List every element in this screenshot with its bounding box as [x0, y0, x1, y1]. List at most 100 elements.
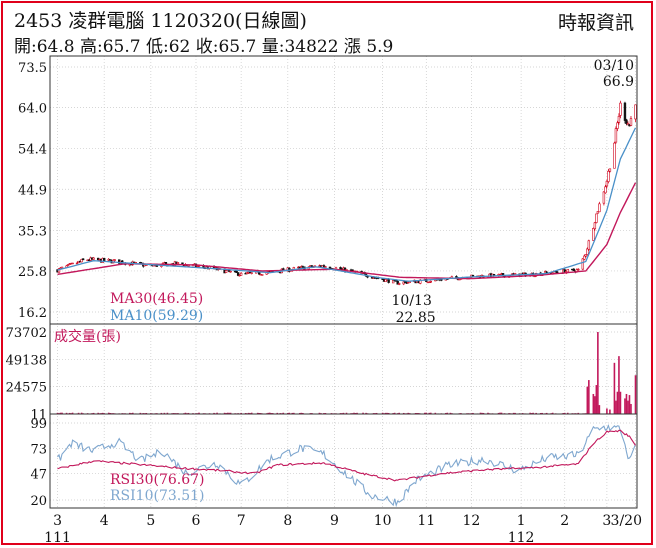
volume-bar — [282, 412, 285, 414]
volume-tick-label: 24575 — [6, 381, 47, 396]
volume-bar — [598, 405, 601, 414]
candle-body — [617, 115, 621, 123]
candle-body — [566, 268, 569, 273]
volume-bar — [276, 412, 279, 414]
volume-bar — [92, 412, 95, 414]
volume-bar — [618, 356, 620, 414]
volume-bar — [256, 412, 259, 414]
candle-body — [109, 259, 112, 261]
rsi-tick-label: 73 — [30, 442, 47, 457]
volume-bar — [68, 412, 71, 414]
volume-bar — [551, 412, 554, 414]
volume-bar — [630, 403, 632, 414]
volume-bar — [609, 409, 611, 414]
volume-bar — [375, 412, 378, 414]
volume-bar — [288, 412, 291, 414]
candle-body — [584, 254, 588, 257]
price-layer — [56, 100, 637, 286]
year-label: 112 — [508, 530, 535, 546]
volume-bar — [487, 412, 489, 414]
candle-body — [92, 257, 95, 260]
text-layer: 73.564.054.444.935.325.816.2737024913824… — [6, 58, 642, 546]
volume-title: 成交量(張) — [54, 328, 121, 345]
volume-bar — [545, 412, 548, 414]
volume-bar — [228, 412, 230, 414]
candle-body — [396, 280, 399, 285]
volume-bar — [566, 412, 569, 414]
rsi10-legend: RSI10(73.51) — [110, 488, 204, 504]
grid-layer — [50, 56, 637, 508]
candle-body — [596, 211, 600, 214]
candle-body — [139, 262, 142, 264]
rsi-tick-label: 99 — [30, 417, 47, 432]
candle-body — [250, 272, 253, 274]
rsi-tick-label: 20 — [30, 494, 47, 509]
volume-bar — [541, 412, 543, 414]
candle-body — [236, 272, 240, 276]
candle-body — [66, 264, 70, 266]
volume-bar — [446, 412, 449, 414]
x-tick-label: 3 — [602, 513, 611, 529]
candle-body — [75, 262, 79, 265]
candle-body — [607, 171, 610, 182]
candle-body — [605, 180, 609, 187]
volume-bar — [293, 412, 295, 414]
volume-bar — [387, 412, 390, 414]
volume-bar — [139, 412, 142, 414]
candle-body — [604, 186, 607, 194]
volume-bar — [407, 412, 410, 414]
volume-bar — [472, 412, 474, 414]
candle-body — [595, 213, 598, 223]
volume-bar — [342, 412, 345, 414]
ma10-legend: MA10(59.29) — [110, 308, 203, 324]
volume-bar — [65, 412, 68, 414]
volume-bar — [481, 412, 483, 414]
volume-bar — [597, 332, 599, 414]
price-tick-label: 35.3 — [18, 224, 47, 239]
source-label: 時報資訊 — [557, 12, 634, 34]
x-tick-label: 12 — [463, 513, 481, 529]
volume-bar — [59, 412, 62, 414]
candle-body — [625, 119, 628, 124]
volume-bar — [434, 412, 437, 414]
low-value-annotation: 22.85 — [396, 310, 436, 326]
volume-bar — [80, 412, 83, 414]
volume-bar — [535, 412, 537, 414]
volume-bar — [624, 398, 626, 414]
x-tick-label: 4 — [100, 513, 109, 529]
x-tick-label: 7 — [237, 513, 246, 529]
volume-bar — [499, 412, 501, 414]
volume-bar — [514, 412, 516, 414]
x-tick-label: 1 — [517, 513, 526, 529]
volume-bar — [250, 412, 253, 414]
volume-bar — [318, 412, 321, 414]
candle-body — [224, 270, 228, 273]
volume-bar — [634, 375, 637, 414]
volume-bar — [428, 412, 431, 414]
rsi-layer — [57, 424, 637, 508]
volume-bar — [588, 380, 590, 414]
volume-bar — [563, 412, 566, 414]
candle-body — [623, 102, 627, 121]
volume-bar — [445, 412, 447, 414]
candle-body — [229, 270, 232, 273]
candle-body — [592, 228, 595, 241]
candle-body — [164, 262, 168, 264]
candle-body — [322, 265, 326, 267]
volume-bar — [226, 412, 229, 414]
candle-body — [113, 259, 116, 261]
candle-body — [616, 122, 619, 129]
candle-body — [397, 283, 401, 285]
candle-body — [80, 259, 83, 263]
rsi-tick-label: 47 — [30, 468, 47, 483]
volume-bar — [592, 393, 595, 414]
volume-bar — [300, 412, 303, 414]
candle-body — [402, 281, 405, 285]
volume-bar — [619, 391, 622, 414]
volume-bar — [393, 412, 396, 414]
volume-bar — [61, 412, 63, 414]
volume-bar — [384, 412, 387, 414]
volume-bar — [160, 412, 163, 414]
